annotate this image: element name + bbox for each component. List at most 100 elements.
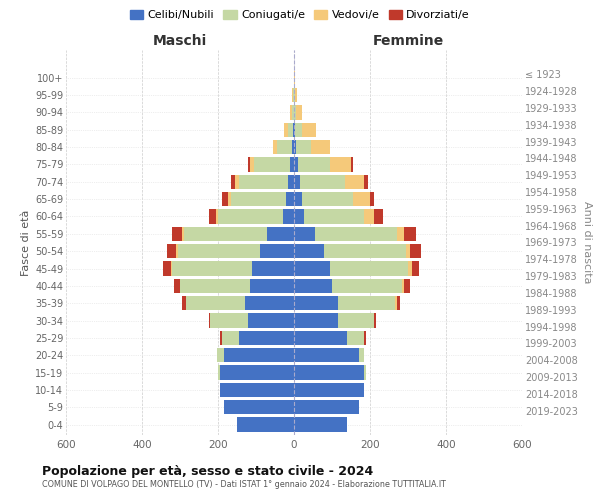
Bar	[163, 262, 170, 276]
Bar	[294, 70, 295, 85]
Bar	[351, 158, 353, 172]
Bar	[302, 122, 316, 137]
Bar	[292, 88, 293, 102]
Bar	[338, 296, 395, 310]
Bar	[295, 122, 302, 137]
Bar	[232, 192, 286, 206]
Bar	[300, 174, 346, 189]
Bar	[284, 122, 287, 137]
Bar	[296, 106, 302, 120]
Bar	[290, 106, 292, 120]
Bar	[239, 331, 294, 345]
Bar	[186, 296, 245, 310]
Bar	[248, 314, 294, 328]
Bar	[232, 174, 235, 189]
Bar	[404, 278, 410, 293]
Bar	[182, 296, 186, 310]
Bar	[273, 140, 277, 154]
Bar	[294, 418, 347, 432]
Bar	[302, 192, 353, 206]
Bar	[235, 174, 239, 189]
Bar	[294, 400, 359, 414]
Bar	[374, 314, 376, 328]
Bar	[364, 210, 374, 224]
Bar	[176, 244, 178, 258]
Bar	[172, 226, 182, 241]
Bar	[287, 122, 293, 137]
Bar	[218, 210, 283, 224]
Bar	[315, 226, 397, 241]
Bar	[294, 314, 338, 328]
Bar	[237, 418, 294, 432]
Bar	[184, 226, 268, 241]
Bar	[374, 210, 383, 224]
Bar	[292, 106, 294, 120]
Y-axis label: Fasce di età: Fasce di età	[20, 210, 31, 276]
Bar	[311, 140, 330, 154]
Bar	[170, 262, 172, 276]
Bar	[220, 366, 294, 380]
Bar	[294, 226, 315, 241]
Bar	[167, 244, 176, 258]
Bar	[175, 278, 180, 293]
Bar	[180, 278, 250, 293]
Bar	[395, 296, 397, 310]
Bar	[364, 331, 366, 345]
Bar	[294, 174, 300, 189]
Bar	[286, 192, 294, 206]
Bar	[294, 158, 298, 172]
Bar	[224, 348, 294, 362]
Bar	[412, 262, 419, 276]
Bar	[330, 158, 351, 172]
Bar	[295, 88, 296, 102]
Bar	[224, 400, 294, 414]
Bar	[294, 122, 295, 137]
Bar	[290, 158, 294, 172]
Bar	[220, 331, 222, 345]
Bar	[397, 226, 404, 241]
Bar	[338, 314, 374, 328]
Bar	[182, 226, 184, 241]
Bar	[172, 262, 252, 276]
Bar	[250, 158, 254, 172]
Bar	[292, 140, 294, 154]
Bar	[220, 383, 294, 397]
Bar	[294, 278, 332, 293]
Bar	[250, 278, 294, 293]
Bar	[293, 122, 294, 137]
Bar	[294, 244, 325, 258]
Bar	[359, 348, 364, 362]
Bar	[406, 244, 410, 258]
Bar	[364, 366, 366, 380]
Bar	[222, 192, 227, 206]
Bar	[296, 140, 311, 154]
Y-axis label: Anni di nascita: Anni di nascita	[582, 201, 592, 284]
Bar	[364, 174, 368, 189]
Bar	[254, 158, 290, 172]
Bar	[294, 192, 302, 206]
Bar	[294, 88, 295, 102]
Bar	[403, 278, 404, 293]
Bar	[277, 140, 292, 154]
Bar	[294, 140, 296, 154]
Bar	[211, 314, 248, 328]
Text: Popolazione per età, sesso e stato civile - 2024: Popolazione per età, sesso e stato civil…	[42, 465, 373, 478]
Bar	[293, 88, 294, 102]
Bar	[346, 174, 364, 189]
Bar	[347, 331, 364, 345]
Bar	[304, 210, 364, 224]
Bar	[294, 106, 296, 120]
Bar	[294, 331, 347, 345]
Bar	[209, 210, 216, 224]
Bar	[370, 192, 374, 206]
Bar	[218, 366, 220, 380]
Bar	[178, 244, 260, 258]
Bar	[248, 158, 250, 172]
Bar	[330, 262, 408, 276]
Bar	[410, 244, 421, 258]
Bar	[294, 348, 359, 362]
Bar	[283, 210, 294, 224]
Bar	[239, 174, 289, 189]
Text: COMUNE DI VOLPAGO DEL MONTELLO (TV) - Dati ISTAT 1° gennaio 2024 - Elaborazione : COMUNE DI VOLPAGO DEL MONTELLO (TV) - Da…	[42, 480, 446, 489]
Bar	[245, 296, 294, 310]
